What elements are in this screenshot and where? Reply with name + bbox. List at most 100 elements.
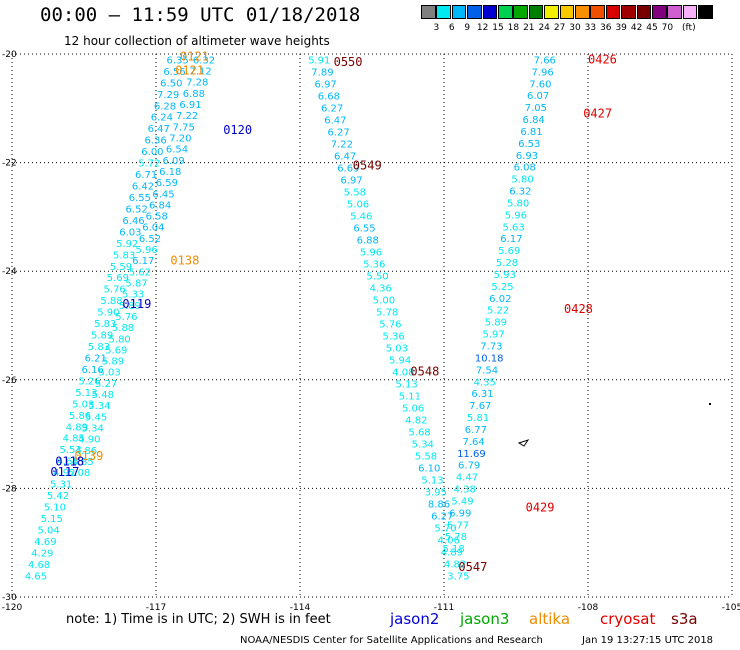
wave-height-value: 3.75 [447,571,469,582]
pass-time-label: 0429 [526,500,555,514]
wave-height-value: 5.22 [487,306,509,317]
pass-time-label: 0119 [122,297,151,311]
map-grid [11,53,733,598]
legend-swatch [590,5,605,19]
credit-text: NOAA/NESDIS Center for Satellite Applica… [240,635,543,646]
wave-height-value: 6.35 [166,55,188,66]
wave-height-value: 6.88 [357,235,379,246]
wave-height-value: 6.04 [142,223,164,234]
wave-height-value: 5.81 [467,413,489,424]
wave-height-value: 5.80 [511,175,533,186]
legend-label: 27 [553,23,566,33]
wave-height-value: 4.65 [25,571,47,582]
wave-height-value: 5.03 [386,343,408,354]
legend-swatch [698,5,713,19]
island-marker [517,439,530,447]
legend-label: 21 [523,23,535,33]
wave-height-value: 5.80 [109,334,131,345]
wave-height-value: 5.93 [494,270,516,281]
satellite-label: altika [529,610,571,628]
wave-height-value: 7.20 [169,134,191,145]
pass-time-label: 0426 [588,52,617,66]
wave-height-value: 5.36 [383,331,405,342]
wave-height-value: 6.28 [154,101,176,112]
wave-height-value: 6.97 [340,175,362,186]
wave-height-value: 7.28 [186,78,208,89]
wave-height-value: 6.31 [471,389,493,400]
legend-label: 45 [646,23,658,33]
legend-swatch [528,5,544,19]
pass-time-label: 0428 [564,302,593,316]
wave-height-value: 4.38 [454,485,476,496]
wave-height-value: 5.87 [125,279,147,290]
wave-height-value: 5.97 [483,330,505,341]
wave-height-value: 6.79 [458,461,480,472]
wave-height-value: 7.64 [462,437,484,448]
wave-height-value: 6.84 [523,115,545,126]
wave-height-value: 5.50 [366,271,388,282]
legend-label: 70 [661,23,674,33]
wave-height-value: 6.91 [179,100,201,111]
wave-height-value: 6.10 [418,463,440,474]
wave-height-value: 5.33 [122,290,144,301]
wave-height-value: 5.58 [344,187,366,198]
legend-label: 42 [630,23,643,33]
wave-height-value: 5.76 [115,312,137,323]
wave-height-value: 5.69 [107,273,129,284]
wave-height-value: 5.03 [72,399,94,410]
wave-height-value: 5.18 [442,544,464,555]
wave-height-value: 5.69 [498,246,520,257]
x-tick-label: -108 [578,603,599,613]
legend-swatch [559,5,575,19]
pass-time-label: 0549 [353,158,382,172]
wave-height-value: 4.29 [31,548,53,559]
wave-height-value: 7.22 [176,111,198,122]
wave-height-value: 6.58 [146,212,168,223]
wave-height-value: 5.77 [447,520,469,531]
wave-height-value: 6.77 [465,425,487,436]
wave-height-value: 6.88 [183,89,205,100]
legend-swatch [421,5,436,19]
wave-height-value: 5.96 [505,210,527,221]
wave-height-value: 5.53 [59,445,81,456]
wave-height-value: 4.08 [392,367,414,378]
x-tick-label: -117 [146,603,166,613]
legend-label: 6 [448,23,455,33]
wave-height-value: 6.99 [449,508,471,519]
legend-label: 18 [507,23,520,33]
wave-height-value: 7.96 [531,67,553,78]
x-tick-label: -120 [2,603,23,613]
wave-height-value: 5.89 [119,301,141,312]
wave-height-value: 5.49 [451,496,473,507]
wave-height-value: 5.04 [37,525,59,536]
wave-height-value: 5.42 [47,491,69,502]
wave-height-value: 6.24 [151,113,173,124]
wave-height-value: 5.83 [94,319,116,330]
wave-height-value: 5.80 [507,198,529,209]
wave-height-value: 5.94 [389,355,411,366]
pass-time-label: 0120 [223,123,252,137]
wave-height-value: 5.70 [434,523,456,534]
wave-height-value: 5.78 [445,532,467,543]
wave-height-value: 7.54 [476,365,498,376]
legend-swatch [436,5,451,19]
wave-height-value: 5.28 [496,258,518,269]
wave-height-value: 5.90 [97,308,119,319]
wave-height-value: 3.95 [425,487,447,498]
wave-height-value: 6.52 [139,234,161,245]
wave-height-value: 4.85 [63,434,85,445]
wave-height-value: 6.42 [132,182,154,193]
wave-height-value: 5.59 [110,262,132,273]
legend-swatch [575,5,590,19]
wave-height-value: 4.06 [438,535,460,546]
generated-timestamp: Jan 19 13:27:15 UTC 2018 [582,635,714,646]
pass-time-label: 0117 [50,465,79,479]
wave-height-value: 4.36 [370,283,392,294]
wave-height-value: 5.00 [373,295,395,306]
wave-height-value: 5.31 [50,480,72,491]
wave-height-value: 5.34 [412,439,434,450]
wave-height-value: 5.27 [95,379,117,390]
wave-height-value: 6.69 [337,163,359,174]
wave-height-value: 4.66 [56,457,78,468]
